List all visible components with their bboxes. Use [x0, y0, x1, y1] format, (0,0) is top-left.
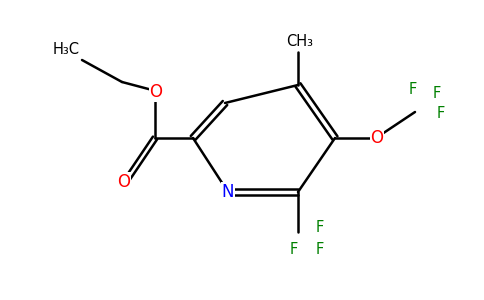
Text: CH₃: CH₃ [287, 34, 314, 50]
Text: O: O [150, 83, 163, 101]
Text: F: F [433, 86, 441, 101]
Text: O: O [370, 129, 383, 147]
Text: O: O [118, 173, 131, 191]
Text: F: F [409, 82, 417, 98]
Text: H₃C: H₃C [52, 43, 79, 58]
Text: F: F [316, 242, 324, 257]
Text: F: F [437, 106, 445, 122]
Text: F: F [290, 242, 298, 257]
Text: N: N [222, 183, 234, 201]
Text: F: F [316, 220, 324, 235]
